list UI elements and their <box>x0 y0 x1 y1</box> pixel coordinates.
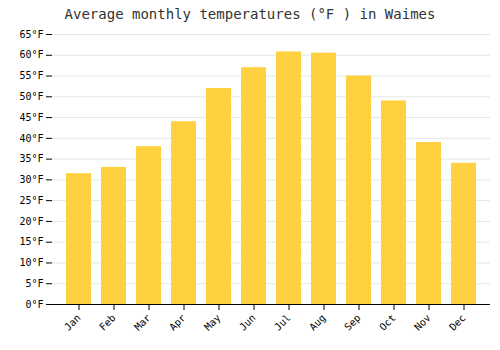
svg-text:Jul: Jul <box>272 312 293 333</box>
svg-text:65°F: 65°F <box>19 29 43 40</box>
svg-text:35°F: 35°F <box>19 153 43 164</box>
svg-text:15°F: 15°F <box>19 236 43 247</box>
html-text:Average monthly temperatures (: Average monthly temperatures (°F ) in Wa… <box>64 6 436 22</box>
svg-text:60°F: 60°F <box>19 49 43 60</box>
svg-text:Sep: Sep <box>342 312 363 333</box>
svg-text:40°F: 40°F <box>19 133 43 144</box>
svg-text:25°F: 25°F <box>19 195 43 206</box>
svg-text:55°F: 55°F <box>19 70 43 81</box>
svg-text:10°F: 10°F <box>19 257 43 268</box>
svg-text:Mar: Mar <box>132 312 153 333</box>
svg-text:Jan: Jan <box>62 312 83 333</box>
svg-text:Jun: Jun <box>237 312 258 333</box>
svg-text:20°F: 20°F <box>19 216 43 227</box>
svg-text:0°F: 0°F <box>25 299 43 310</box>
svg-text:Aug: Aug <box>307 312 328 333</box>
svg-text:Nov: Nov <box>412 312 433 333</box>
svg-text:45°F: 45°F <box>19 112 43 123</box>
svg-text:May: May <box>202 312 223 333</box>
svg-text:5°F: 5°F <box>25 278 43 289</box>
svg-text:Dec: Dec <box>447 312 468 333</box>
svg-text:Feb: Feb <box>97 312 118 333</box>
svg-text:30°F: 30°F <box>19 174 43 185</box>
svg-text:Apr: Apr <box>167 312 188 333</box>
svg-text:Oct: Oct <box>377 312 398 333</box>
svg-text:50°F: 50°F <box>19 91 43 102</box>
